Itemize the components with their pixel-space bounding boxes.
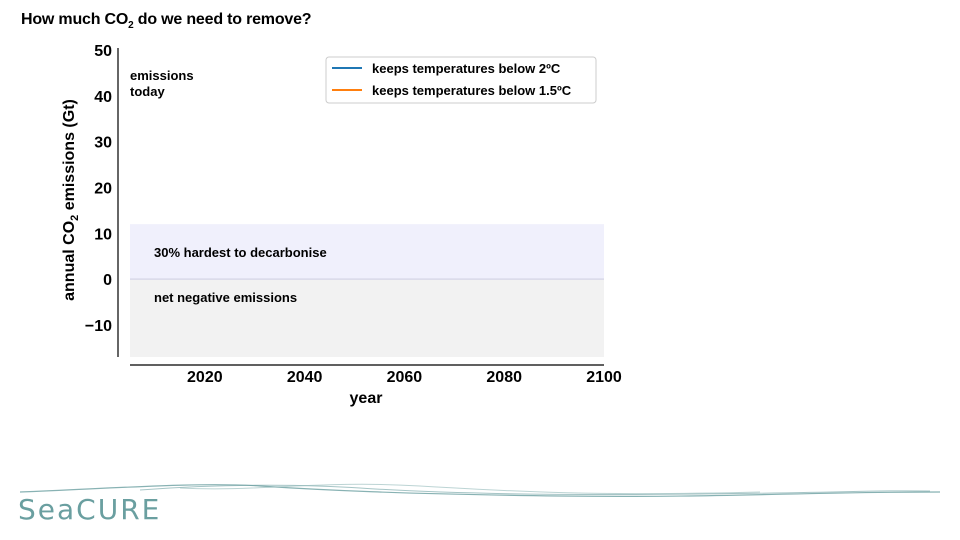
slide-title-prefix: How much CO	[21, 11, 129, 28]
brand-wave-lines	[19, 483, 941, 498]
legend-label-1: keeps temperatures below 1.5ºC	[372, 83, 572, 98]
y-tick-label: 20	[94, 180, 112, 197]
legend-box	[325, 56, 597, 104]
x-tick-label: 2100	[586, 369, 622, 386]
band-label-1: net negative emissions	[154, 290, 297, 305]
seacure-logo: SeaCURE	[18, 493, 162, 526]
annotation-emissions-today: today	[130, 84, 165, 99]
emissions-chart: 30% hardest to decarbonise net negative e…	[61, 43, 622, 407]
y-axis-label: annual CO2 emissions (Gt)	[61, 99, 81, 301]
x-tick-label: 2060	[387, 369, 423, 386]
y-tick-label: −10	[85, 318, 112, 335]
x-tick-label: 2020	[187, 369, 223, 386]
y-tick-label: 40	[94, 89, 112, 106]
y-tick-label: 50	[94, 43, 112, 60]
band-0	[130, 224, 604, 280]
legend-label-0: keeps temperatures below 2ºC	[372, 61, 561, 76]
y-tick-label: 30	[94, 135, 112, 152]
slide-title-suffix: do we need to remove?	[133, 11, 312, 28]
slide-title: How much CO2 do we need to remove?	[21, 11, 312, 32]
band-1	[130, 279, 604, 357]
x-tick-label: 2080	[486, 369, 522, 386]
x-axis-label: year	[350, 390, 383, 407]
y-tick-label: 0	[103, 272, 112, 289]
x-tick-label: 2040	[287, 369, 323, 386]
band-label-0: 30% hardest to decarbonise	[154, 245, 327, 260]
y-tick-label: 10	[94, 226, 112, 243]
annotation-emissions-today: emissions	[130, 68, 194, 83]
slide-title-subscript: 2	[128, 20, 134, 32]
